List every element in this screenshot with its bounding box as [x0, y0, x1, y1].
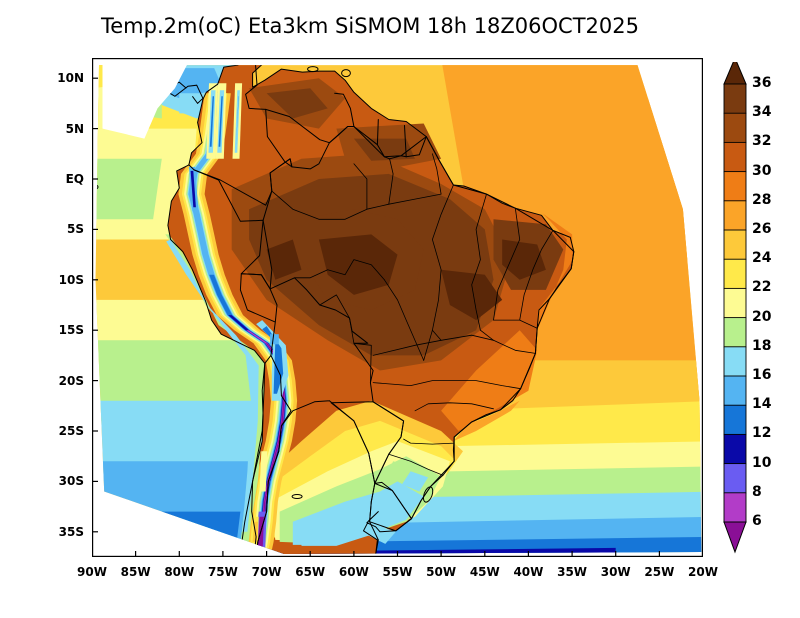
x-axis-label: 25W	[644, 565, 675, 579]
x-axis-label: 35W	[557, 565, 588, 579]
y-axis-label: 30S	[58, 474, 84, 489]
colorbar-tick-label: 32	[752, 133, 772, 150]
colorbar-tick-label: 10	[752, 454, 772, 471]
colorbar-tick-label: 22	[752, 279, 772, 296]
colorbar-band	[723, 200, 747, 231]
colorbar-band	[723, 433, 747, 465]
map-plot-area	[92, 58, 703, 557]
colorbar-tick-label: 8	[752, 483, 762, 500]
southern-cold-airmass	[257, 400, 463, 546]
colorbar-tick-label: 14	[752, 396, 772, 413]
colorbar-swatches	[723, 56, 747, 554]
colorbar: 36 34 32 30 28 26 24 22 20 18 16 14 12 10 8 6	[718, 56, 800, 582]
colorbar-tick-label: 34	[752, 104, 772, 121]
colorbar-tick-label: 12	[752, 425, 772, 442]
x-axis-label: 30W	[600, 565, 631, 579]
y-axis-label: 10S	[58, 272, 84, 287]
colorbar-tick-label: 6	[752, 513, 762, 529]
temperature-field	[92, 58, 703, 557]
y-axis-label: 10N	[57, 71, 84, 86]
x-axis-label: 75W	[207, 565, 238, 579]
x-axis-label: 45W	[469, 565, 500, 579]
colorbar-tick-label: 20	[752, 308, 772, 325]
field-layer	[95, 65, 702, 554]
colorbar-band	[723, 229, 747, 261]
colorbar-band	[723, 258, 747, 290]
colorbar-tick-label: 24	[752, 250, 772, 267]
colorbar-tick-label: 18	[752, 337, 772, 354]
colorbar-band	[723, 404, 747, 436]
x-axis-label: 55W	[382, 565, 413, 579]
geographic-boundaries	[167, 65, 575, 554]
colorbar-band	[723, 346, 747, 377]
colorbar-extend-min	[723, 521, 747, 554]
y-axis-label: EQ	[65, 171, 84, 186]
colorbar-tick-label: 30	[752, 162, 772, 179]
y-axis-label: 35S	[58, 524, 84, 539]
x-axis-label: 65W	[295, 565, 326, 579]
x-axis-label: 40W	[513, 565, 544, 579]
y-axis-label: 5S	[67, 222, 84, 237]
colorbar-band	[723, 287, 747, 319]
x-axis-label: 20W	[688, 565, 718, 579]
colorbar-band	[723, 492, 747, 523]
colorbar-band	[723, 317, 747, 348]
colorbar-band	[723, 171, 747, 202]
colorbar-band	[723, 375, 747, 407]
colorbar-band	[723, 463, 747, 494]
colorbar-extend-max	[723, 56, 747, 85]
y-axis-label: 20S	[58, 373, 84, 388]
no-data-area	[92, 58, 188, 139]
land-temperature	[165, 65, 574, 554]
x-axis-label: 80W	[164, 565, 195, 579]
colorbar-tick-label: 26	[752, 221, 772, 237]
colorbar-tick-label: 36	[752, 75, 772, 91]
x-axis-label: 50W	[426, 565, 457, 579]
y-axis-label: 15S	[58, 323, 84, 338]
x-axis-label: 90W	[77, 565, 107, 579]
x-axis-label: 70W	[251, 565, 282, 579]
x-axis-label: 60W	[338, 565, 369, 579]
y-axis-label: 25S	[58, 423, 84, 438]
colorbar-band	[723, 83, 747, 115]
colorbar-tick-label: 16	[752, 367, 772, 383]
colorbar-band	[723, 112, 747, 144]
page-title: Temp.2m(oC) Eta3km SiSMOM 18h 18Z06OCT20…	[101, 14, 639, 38]
colorbar-band	[723, 141, 747, 173]
colorbar-tick-label: 28	[752, 191, 772, 208]
x-axis-label: 85W	[120, 565, 151, 579]
y-axis-label: 5N	[65, 121, 84, 136]
